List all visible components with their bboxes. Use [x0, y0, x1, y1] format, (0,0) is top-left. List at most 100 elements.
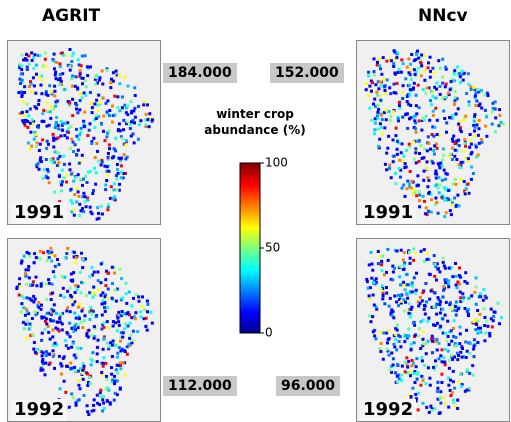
map-pixel	[448, 301, 452, 305]
map-pixel	[96, 103, 100, 107]
map-pixel	[117, 73, 121, 77]
map-pixel	[397, 101, 401, 104]
map-pixel	[438, 303, 442, 307]
map-pixel	[415, 53, 419, 56]
map-pixel	[148, 112, 152, 116]
map-pixel	[498, 113, 502, 117]
map-pixel	[89, 357, 93, 361]
map-pixel	[51, 335, 55, 339]
map-pixel	[107, 326, 111, 330]
map-pixel	[473, 125, 477, 129]
map-pixel	[469, 139, 472, 143]
map-pixel	[484, 331, 488, 335]
map-pixel	[483, 294, 487, 298]
map-pixel	[74, 316, 78, 320]
map-pixel	[432, 304, 436, 308]
map-pixel	[79, 126, 83, 130]
map-pixel	[396, 117, 400, 121]
map-pixel	[395, 249, 399, 253]
map-pixel	[71, 298, 74, 302]
map-pixel	[51, 157, 55, 161]
map-pixel	[412, 321, 415, 325]
map-pixel	[436, 267, 440, 271]
map-pixel	[32, 347, 36, 351]
map-pixel	[25, 307, 28, 311]
map-pixel	[444, 95, 448, 99]
map-pixel	[459, 160, 463, 164]
map-pixel	[405, 363, 409, 367]
map-pixel	[116, 351, 120, 355]
map-pixel	[106, 131, 110, 135]
map-pixel	[370, 262, 374, 266]
map-pixel	[414, 161, 418, 165]
map-pixel	[451, 398, 455, 402]
map-pixel	[498, 322, 501, 326]
map-pixel	[118, 160, 122, 164]
map-pixel	[451, 146, 455, 150]
map-pixel	[454, 336, 458, 339]
map-pixel	[38, 158, 42, 162]
map-pixel	[74, 176, 78, 180]
map-pixel	[456, 398, 460, 402]
map-pixel	[405, 187, 409, 191]
map-pixel	[24, 272, 27, 276]
map-pixel	[74, 401, 78, 405]
map-pixel	[63, 134, 67, 137]
map-pixel	[68, 335, 72, 339]
map-pixel	[434, 265, 438, 269]
map-pixel	[84, 294, 88, 297]
map-pixel	[76, 305, 80, 309]
map-pixel	[132, 141, 136, 145]
map-pixel	[116, 316, 120, 320]
map-pixel	[380, 263, 383, 267]
map-pixel	[84, 174, 87, 178]
map-pixel	[403, 360, 407, 364]
map-pixel	[436, 321, 439, 325]
map-pixel	[83, 314, 87, 318]
map-pixel	[462, 180, 466, 183]
map-pixel	[405, 272, 409, 276]
map-pixel	[469, 85, 473, 89]
map-pixel	[454, 305, 457, 308]
map-pixel	[24, 274, 28, 278]
map-pixel	[472, 123, 476, 127]
map-pixel	[105, 179, 109, 182]
map-pixel	[60, 274, 64, 278]
map-pixel	[380, 269, 384, 273]
map-pixel	[100, 122, 103, 126]
map-pixel	[365, 280, 369, 284]
map-pixel	[90, 273, 94, 277]
map-pixel	[32, 137, 36, 141]
map-pixel	[60, 83, 64, 87]
map-pixel	[83, 195, 87, 199]
map-pixel	[392, 65, 396, 68]
map-pixel	[419, 61, 423, 65]
map-pixel	[115, 355, 119, 359]
map-pixel	[126, 113, 130, 117]
map-pixel	[407, 185, 411, 189]
map-pixel	[114, 69, 118, 73]
map-pixel	[33, 297, 37, 301]
map-pixel	[399, 70, 403, 74]
map-pixel	[434, 359, 437, 363]
map-pixel	[379, 331, 383, 334]
map-pixel	[376, 110, 380, 114]
map-pixel	[380, 118, 384, 121]
map-pixel	[424, 382, 428, 386]
map-pixel	[83, 110, 87, 114]
map-pixel	[91, 291, 95, 294]
map-pixel	[427, 178, 431, 182]
map-pixel	[416, 334, 420, 338]
map-pixel	[388, 119, 392, 122]
map-pixel	[383, 302, 387, 306]
map-pixel	[103, 139, 107, 143]
map-pixel	[77, 323, 80, 327]
map-pixel	[453, 99, 457, 103]
map-pixel	[54, 311, 58, 315]
map-pixel	[105, 341, 109, 345]
map-pixel	[465, 388, 469, 392]
map-pixel	[501, 122, 505, 126]
map-pixel	[385, 168, 389, 172]
map-pixel	[406, 365, 410, 369]
map-pixel	[23, 85, 27, 89]
